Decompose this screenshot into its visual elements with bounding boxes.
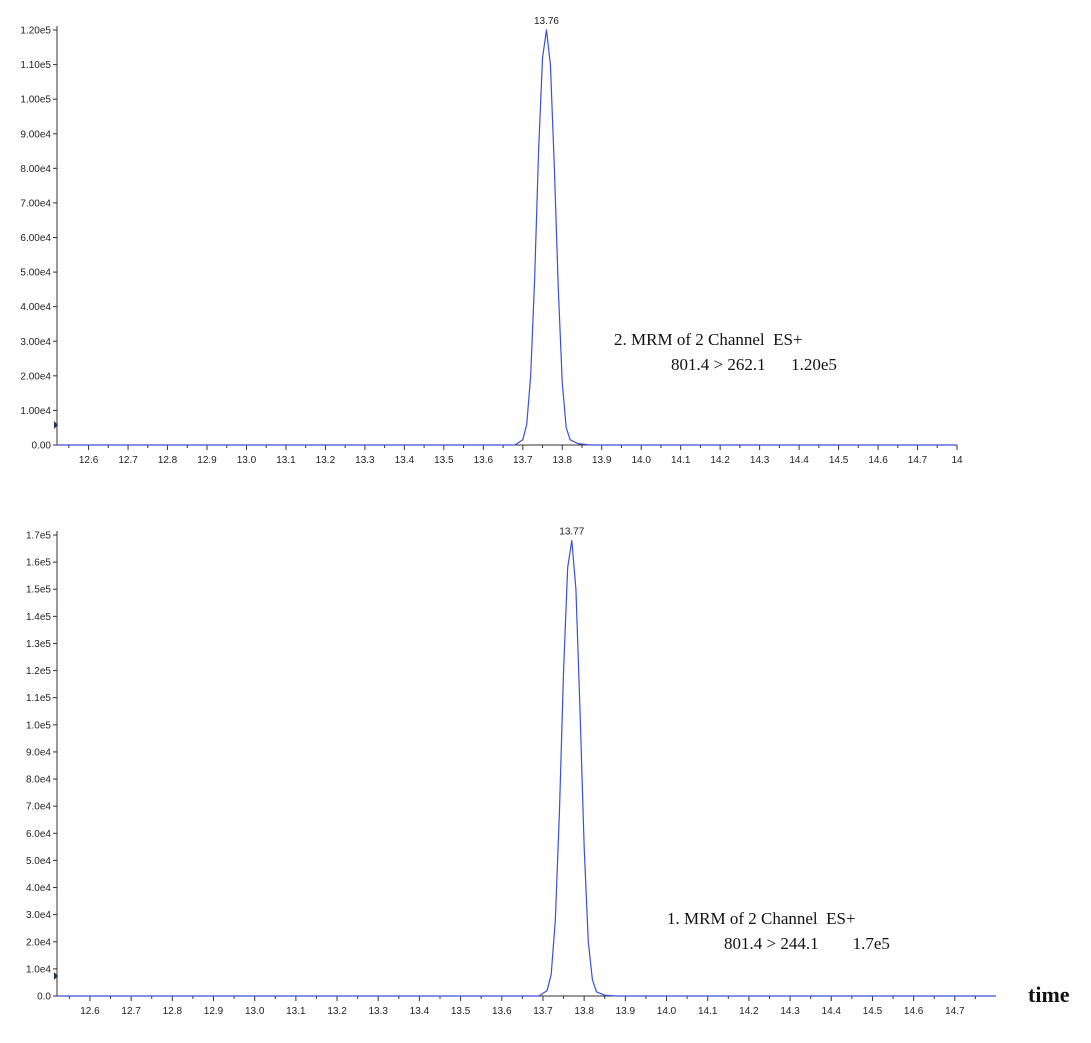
channel-annotation-line: 1. MRM of 2 Channel ES+: [667, 909, 856, 928]
x-tick-label: 13.9: [592, 455, 612, 466]
y-tick-label: 1.2e5: [26, 666, 51, 677]
x-tick-label: 14.0: [631, 455, 651, 466]
x-tick-label: 14.7: [945, 1006, 965, 1017]
x-tick-label: 13.5: [451, 1006, 471, 1017]
y-tick-label: 4.0e4: [26, 883, 51, 894]
y-tick-label: 1.0e5: [26, 720, 51, 731]
y-tick-label: 1.4e5: [26, 612, 51, 623]
peak-label: 13.77: [559, 526, 584, 537]
y-tick-label: 8.0e4: [26, 775, 51, 786]
x-tick-label: 14.5: [829, 455, 849, 466]
y-tick-label: 1.20e5: [20, 26, 51, 37]
x-tick-label: 14.5: [863, 1006, 883, 1017]
x-tick-label: 13.7: [533, 1006, 553, 1017]
y-tick-label: 9.00e4: [20, 129, 51, 140]
x-tick-label: 14.3: [780, 1006, 800, 1017]
x-tick-label: 12.8: [158, 455, 178, 466]
y-tick-label: 1.5e5: [26, 585, 51, 596]
x-tick-label: 13.8: [574, 1006, 594, 1017]
x-tick-label: 13.8: [553, 455, 573, 466]
y-tick-label: 1.7e5: [26, 531, 51, 542]
y-tick-label: 7.0e4: [26, 802, 51, 813]
y-tick-label: 3.00e4: [20, 337, 51, 348]
y-tick-label: 8.00e4: [20, 164, 51, 175]
x-tick-label: 14.6: [868, 455, 888, 466]
y-tick-label: 5.00e4: [20, 268, 51, 279]
y-tick-label: 0.0: [37, 992, 51, 1003]
x-tick-label: 12.9: [197, 455, 217, 466]
x-tick-label: 14.7: [908, 455, 928, 466]
chart-panel-top: 0.00 1.00e4 2.00e4 3.00e4 4.00e4 5.00e4 6.00e4…: [20, 16, 963, 466]
x-tick-label: 13.6: [474, 455, 494, 466]
x-tick-label: 13.5: [434, 455, 454, 466]
x-tick-label: 13.1: [286, 1006, 306, 1017]
chart-panel-bottom: 0.0 1.0e4 2.0e4 3.0e4 4.0e4 5.0e4 6.0e4 7.0e4 8.…: [26, 526, 996, 1017]
x-tick-label: 12.7: [121, 1006, 141, 1017]
y-tick-label: 2.00e4: [20, 371, 51, 382]
y-tick-label: 6.0e4: [26, 829, 51, 840]
x-tick-label: 13.7: [513, 455, 533, 466]
chromatogram-trace: [57, 29, 957, 446]
y-tick-label: 1.6e5: [26, 558, 51, 569]
x-tick-label: 14.4: [789, 455, 809, 466]
x-tick-label: 13.2: [327, 1006, 347, 1017]
x-tick-label: 12.7: [118, 455, 138, 466]
peak-label: 13.76: [534, 16, 559, 27]
x-tick-label: 14.1: [671, 455, 691, 466]
x-tick-label: 12.8: [163, 1006, 183, 1017]
x-tick-label: 14.1: [698, 1006, 718, 1017]
x-tick-label: 12.9: [204, 1006, 224, 1017]
x-tick-label: 13.2: [316, 455, 336, 466]
x-tick-label: 14.2: [739, 1006, 759, 1017]
y-tick-label: 1.10e5: [20, 60, 51, 71]
x-tick-label: 13.1: [276, 455, 296, 466]
y-tick-label: 1.00e4: [20, 406, 51, 417]
y-tick-label: 2.0e4: [26, 937, 51, 948]
x-tick-label: 14.0: [657, 1006, 677, 1017]
x-tick-label: 14.3: [750, 455, 770, 466]
channel-annotation-line: 801.4 > 244.1 1.7e5: [724, 934, 890, 953]
channel-annotation-line: 2. MRM of 2 Channel ES+: [614, 330, 803, 349]
x-tick-label: 14.2: [710, 455, 730, 466]
y-tick-label: 5.0e4: [26, 856, 51, 867]
x-tick-label: 13.0: [245, 1006, 265, 1017]
y-tick-label: 1.00e5: [20, 95, 51, 106]
y-tick-label: 7.00e4: [20, 198, 51, 209]
x-tick-label: 12.6: [79, 455, 99, 466]
baseline-marker: [54, 972, 58, 980]
y-tick-label: 3.0e4: [26, 910, 51, 921]
x-tick-label: 13.3: [369, 1006, 389, 1017]
y-tick-label: 6.00e4: [20, 233, 51, 244]
x-tick-label: 14.4: [822, 1006, 842, 1017]
x-tick-label: 13.4: [395, 455, 415, 466]
y-tick-label: 1.3e5: [26, 639, 51, 650]
x-tick-label: 13.6: [492, 1006, 512, 1017]
time-axis-word: time: [1028, 982, 1070, 1007]
y-tick-label: 0.00: [32, 441, 52, 452]
y-tick-label: 1.0e4: [26, 964, 51, 975]
x-tick-label: 13.4: [410, 1006, 430, 1017]
y-tick-label: 9.0e4: [26, 747, 51, 758]
channel-annotation-line: 801.4 > 262.1 1.20e5: [671, 355, 837, 374]
x-tick-label: 13.0: [237, 455, 257, 466]
baseline-marker: [54, 421, 58, 429]
x-tick-label: 12.6: [80, 1006, 100, 1017]
y-tick-label: 4.00e4: [20, 302, 51, 313]
x-tick-label: 13.9: [616, 1006, 636, 1017]
x-tick-label: 14.6: [904, 1006, 924, 1017]
chromatogram-trace: [57, 539, 996, 997]
y-tick-label: 1.1e5: [26, 693, 51, 704]
x-tick-label: 13.3: [355, 455, 375, 466]
x-tick-label: 14: [951, 455, 963, 466]
